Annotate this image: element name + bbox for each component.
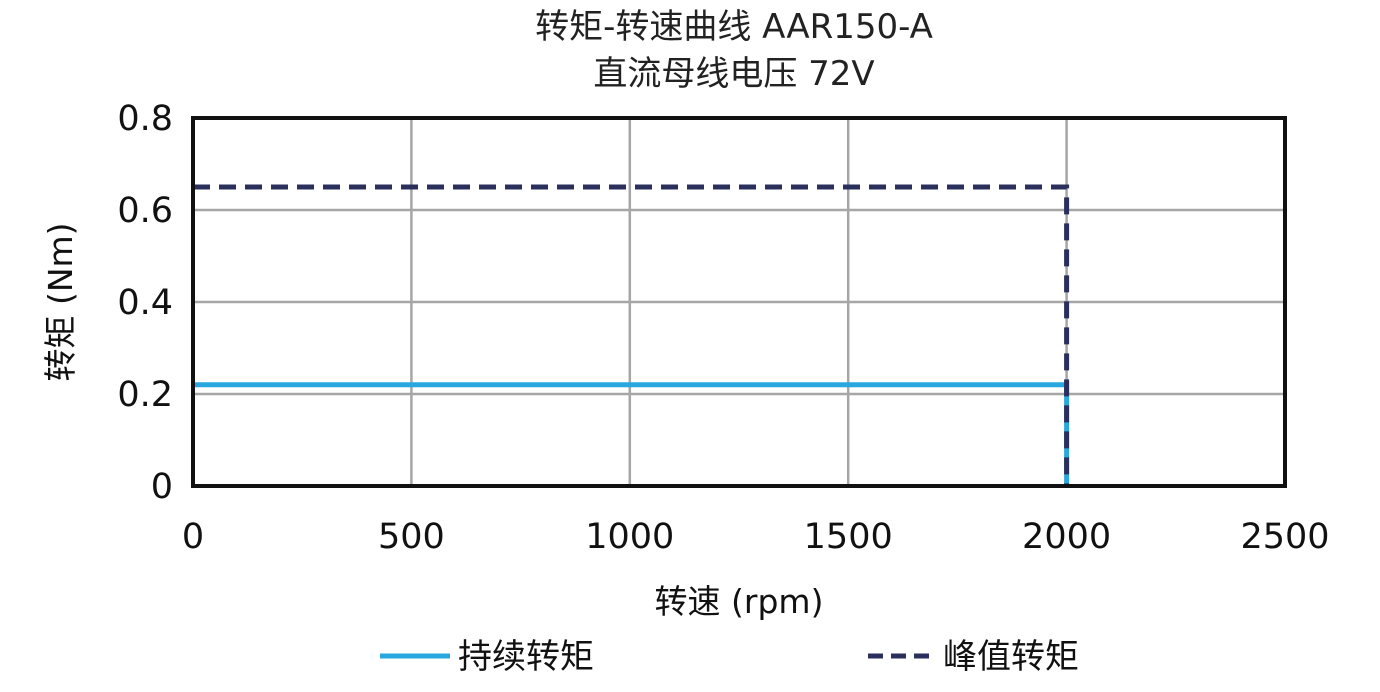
legend-label-peak: 峰值转矩 xyxy=(943,637,1079,677)
plot-frame xyxy=(191,116,1287,488)
chart-subtitle: 直流母线电压 72V xyxy=(593,54,875,94)
y-tick-label: 0 xyxy=(151,467,173,507)
y-tick-label: 0.2 xyxy=(117,375,173,415)
y-axis-label: 转矩 (Nm) xyxy=(41,222,80,381)
y-tick-label: 0.8 xyxy=(117,99,173,139)
x-tick-label: 2000 xyxy=(1022,517,1111,557)
x-tick-label: 500 xyxy=(378,517,445,557)
y-tick-label: 0.4 xyxy=(117,283,173,323)
legend: 持续转矩 峰值转矩 xyxy=(380,637,1079,677)
legend-label-continuous: 持续转矩 xyxy=(458,637,594,677)
grid-lines xyxy=(191,116,1287,488)
x-tick-label: 1000 xyxy=(585,517,674,557)
x-axis-label: 转速 (rpm) xyxy=(655,582,824,621)
x-tick-label: 1500 xyxy=(804,517,893,557)
y-tick-label: 0.6 xyxy=(117,191,173,231)
x-tick-label: 2500 xyxy=(1240,517,1329,557)
x-tick-label: 0 xyxy=(182,517,204,557)
y-tick-labels: 0 0.2 0.4 0.6 0.8 xyxy=(117,99,173,507)
peak-torque-line xyxy=(193,184,1070,486)
x-tick-labels: 0 500 1000 1500 2000 2500 xyxy=(182,517,1330,557)
data-series xyxy=(193,184,1070,486)
chart-title: 转矩-转速曲线 AAR150-A xyxy=(535,7,933,47)
